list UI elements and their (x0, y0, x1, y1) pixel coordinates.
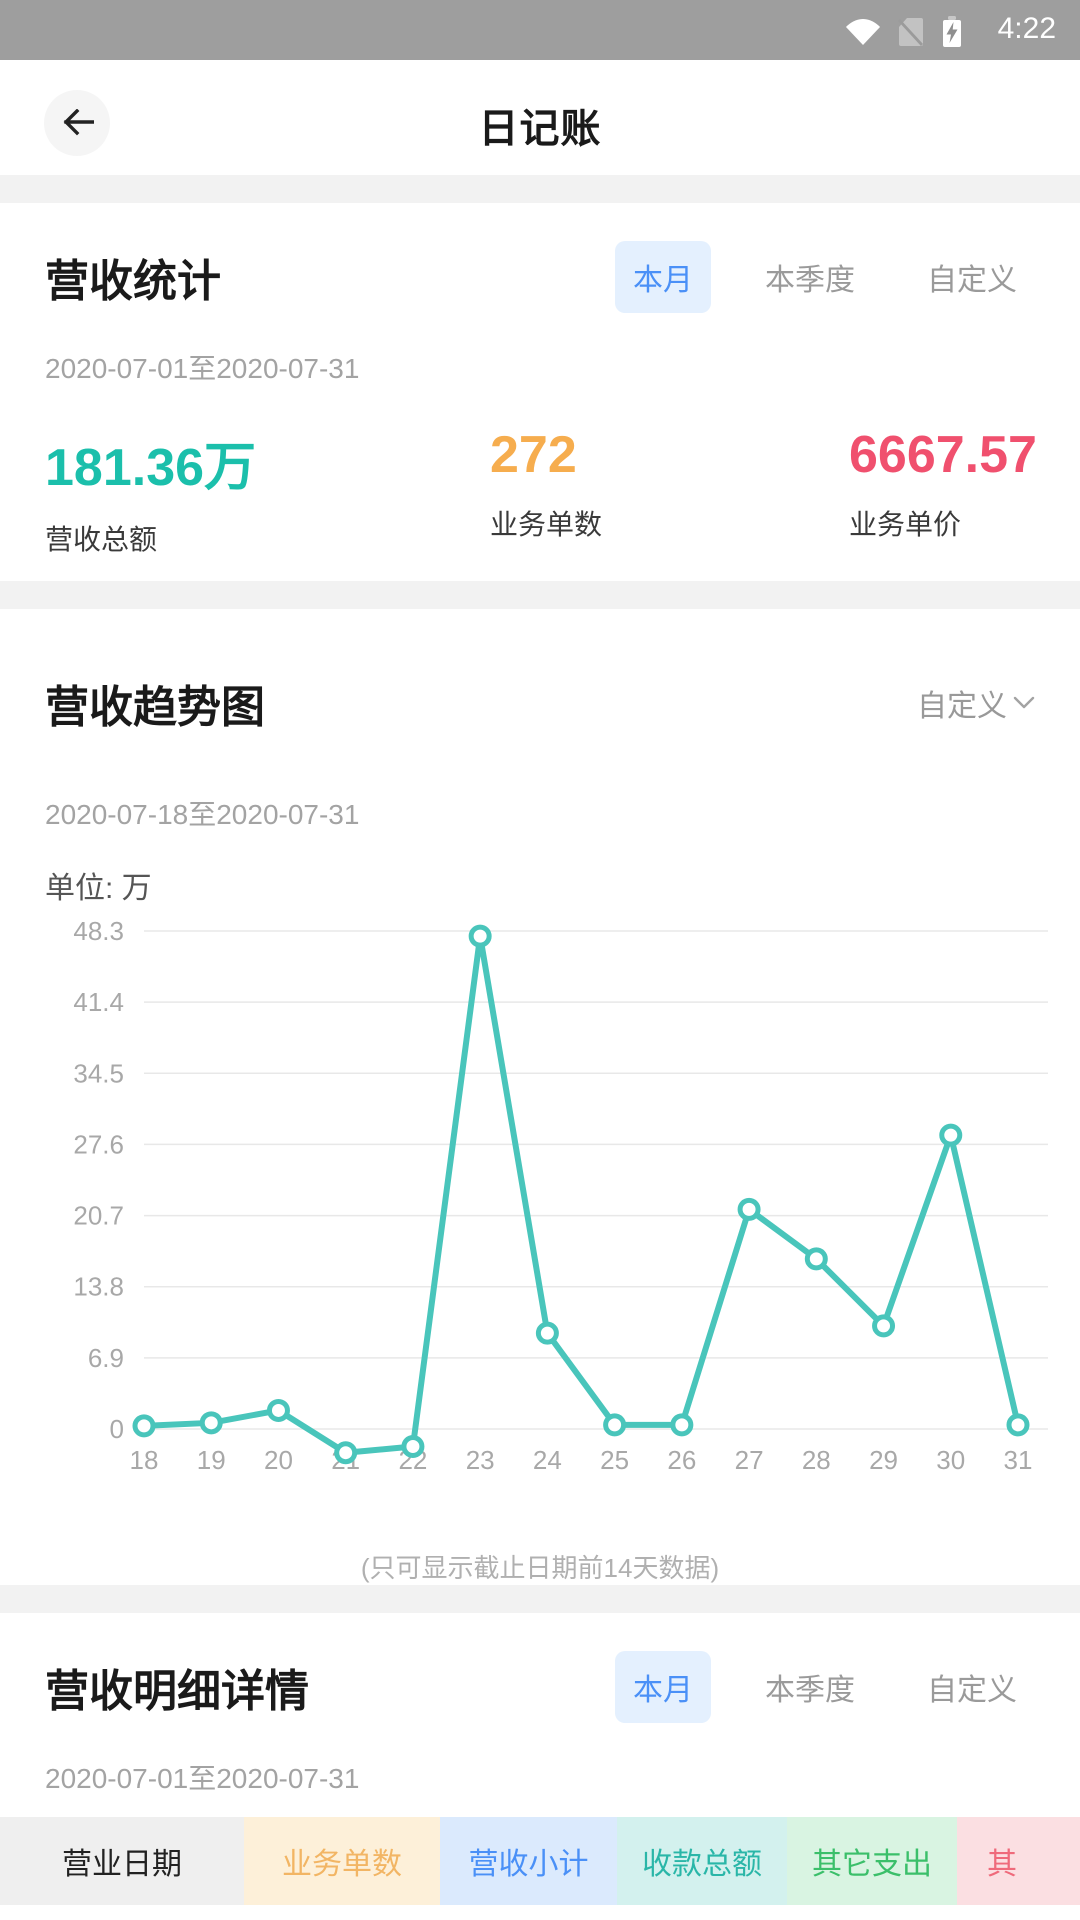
svg-text:0: 0 (110, 1414, 124, 1444)
svg-text:19: 19 (197, 1445, 226, 1475)
svg-text:20: 20 (264, 1445, 293, 1475)
svg-text:30: 30 (936, 1445, 965, 1475)
svg-text:23: 23 (466, 1445, 495, 1475)
svg-text:31: 31 (1004, 1445, 1033, 1475)
svg-text:27.6: 27.6 (73, 1129, 124, 1159)
svg-text:18: 18 (130, 1445, 159, 1475)
svg-text:26: 26 (667, 1445, 696, 1475)
svg-text:6.9: 6.9 (88, 1343, 124, 1373)
svg-text:41.4: 41.4 (73, 987, 124, 1017)
svg-text:27: 27 (735, 1445, 764, 1475)
svg-text:24: 24 (533, 1445, 562, 1475)
svg-text:25: 25 (600, 1445, 629, 1475)
svg-text:34.5: 34.5 (73, 1058, 124, 1088)
svg-text:48.3: 48.3 (73, 917, 124, 946)
svg-text:28: 28 (802, 1445, 831, 1475)
svg-text:20.7: 20.7 (73, 1201, 124, 1231)
svg-text:13.8: 13.8 (73, 1272, 124, 1302)
svg-text:29: 29 (869, 1445, 898, 1475)
